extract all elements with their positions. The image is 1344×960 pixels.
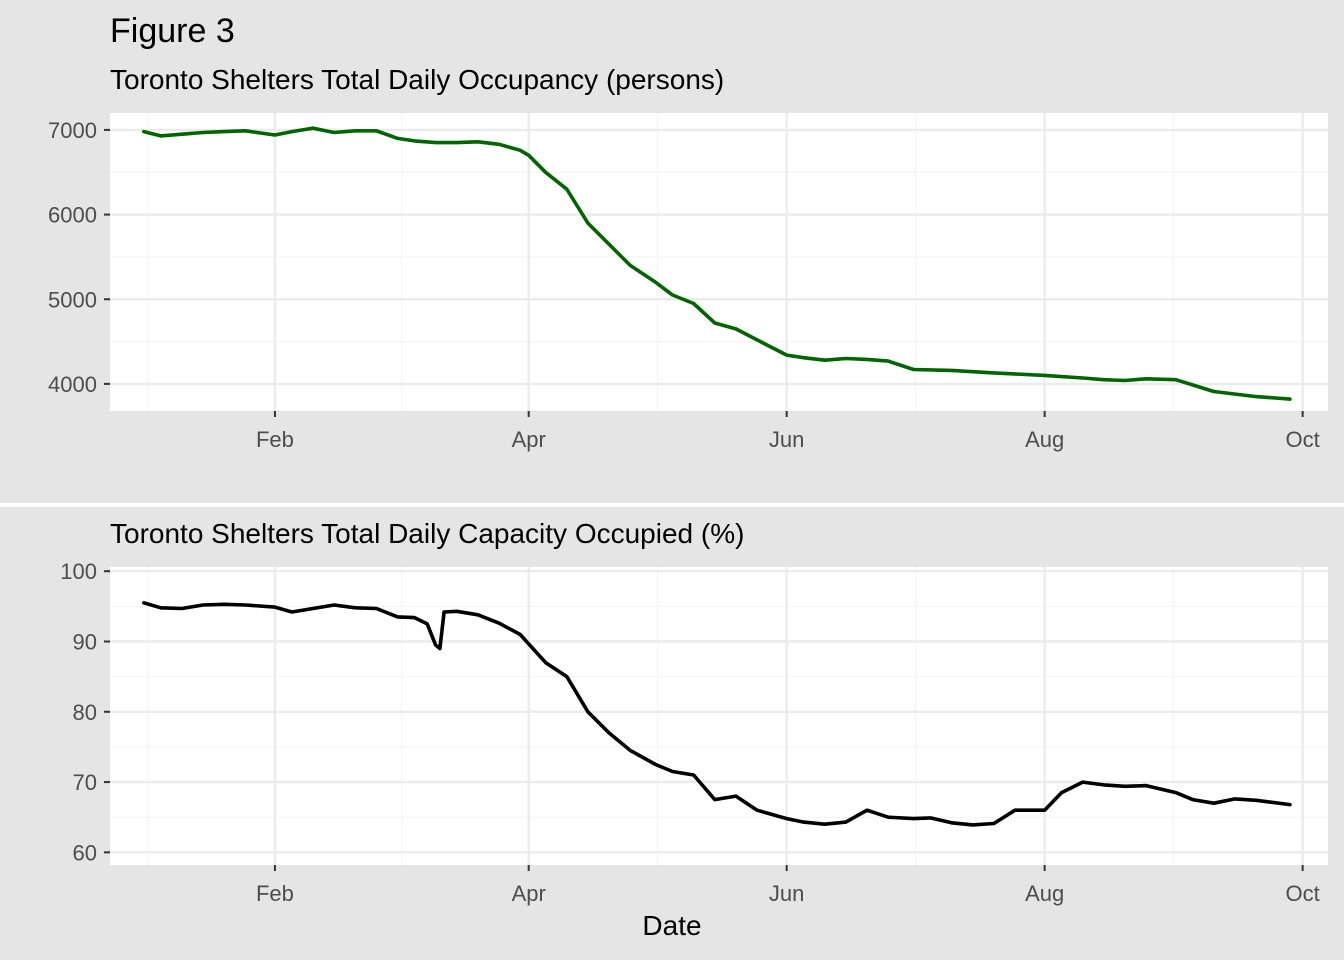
capacity-x-tick-label: Oct [1286,881,1320,906]
occupancy-x-tick-label: Oct [1286,427,1320,452]
capacity-y-tick-label: 80 [73,700,97,725]
capacity-y-tick-label: 60 [73,840,97,865]
occupancy-chart: 4000 5000 6000 7000 Feb Apr Jun Aug Oct [48,113,1328,452]
capacity-plot-area [110,567,1328,865]
occupancy-series-line [142,126,1292,401]
capacity-y-tick-label: 90 [73,630,97,655]
capacity-x-tick-label: Feb [256,881,294,906]
occupancy-y-tick-label: 4000 [48,372,97,397]
occupancy-chart-title: Toronto Shelters Total Daily Occupancy (… [110,64,725,95]
capacity-y-tick-label: 70 [73,770,97,795]
occupancy-x-tick-label: Aug [1025,427,1064,452]
capacity-series-line [142,600,1292,827]
capacity-chart-title: Toronto Shelters Total Daily Capacity Oc… [110,518,745,549]
occupancy-y-tick-label: 5000 [48,287,97,312]
capacity-x-tick-label: Apr [512,881,546,906]
occupancy-x-tick-label: Feb [256,427,294,452]
capacity-x-tick-label: Aug [1025,881,1064,906]
capacity-y-tick-label: 100 [60,559,97,584]
capacity-chart: 60 70 80 90 100 Feb Apr Jun Aug Oct [60,559,1328,906]
occupancy-x-tick-label: Jun [769,427,804,452]
occupancy-y-tick-label: 6000 [48,203,97,228]
capacity-x-tick-label: Jun [769,881,804,906]
occupancy-x-tick-label: Apr [512,427,546,452]
x-axis-title: Date [642,910,702,941]
figure-title: Figure 3 [110,12,235,50]
occupancy-plot-area [110,113,1328,411]
occupancy-y-tick-label: 7000 [48,118,97,143]
